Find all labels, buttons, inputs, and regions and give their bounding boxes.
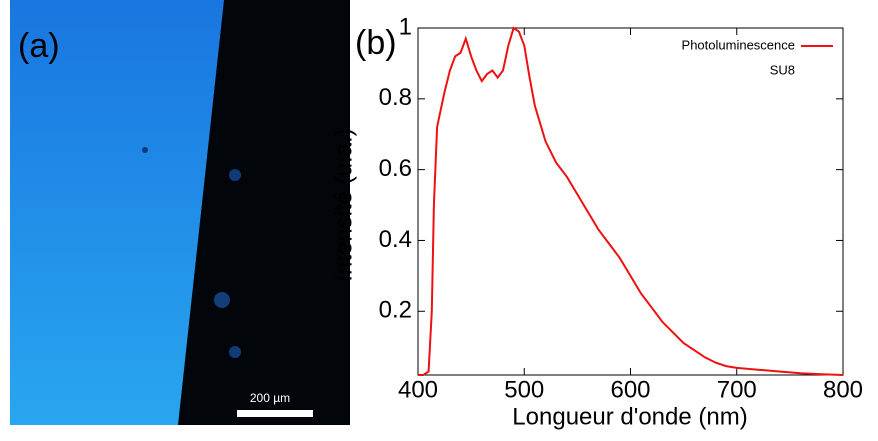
- y-tick-label: 0.2: [379, 297, 412, 324]
- micrograph: (a) 200 µm: [10, 0, 350, 425]
- y-tick-label: 0.4: [379, 226, 412, 253]
- panel-label: (b): [355, 24, 397, 62]
- y-tick-label: 0.6: [379, 155, 412, 182]
- legend-label: Photoluminescence: [682, 37, 795, 52]
- x-tick-label: 800: [823, 376, 863, 403]
- scale-bar: [237, 410, 313, 417]
- line: [418, 26, 844, 376]
- x-tick-label: 600: [610, 376, 650, 403]
- x-tick-label: 500: [504, 376, 544, 403]
- y-axis-label: Intensité (u.a.): [330, 128, 357, 281]
- speck: [214, 292, 230, 308]
- x-tick-label: 400: [398, 376, 438, 403]
- speck: [229, 346, 241, 358]
- blue-region: [10, 0, 224, 425]
- scale-bar-label: 200 µm: [250, 391, 290, 405]
- legend-subtitle: SU8: [770, 62, 795, 77]
- speck: [229, 169, 241, 181]
- y-tick-label: 0.8: [379, 84, 412, 111]
- x-tick-label: 700: [717, 376, 757, 403]
- y-tick-label: 1: [399, 13, 412, 40]
- x-axis-label: Longueur d'onde (nm): [512, 403, 747, 430]
- panel-label: (a): [18, 27, 60, 65]
- speck: [142, 147, 148, 153]
